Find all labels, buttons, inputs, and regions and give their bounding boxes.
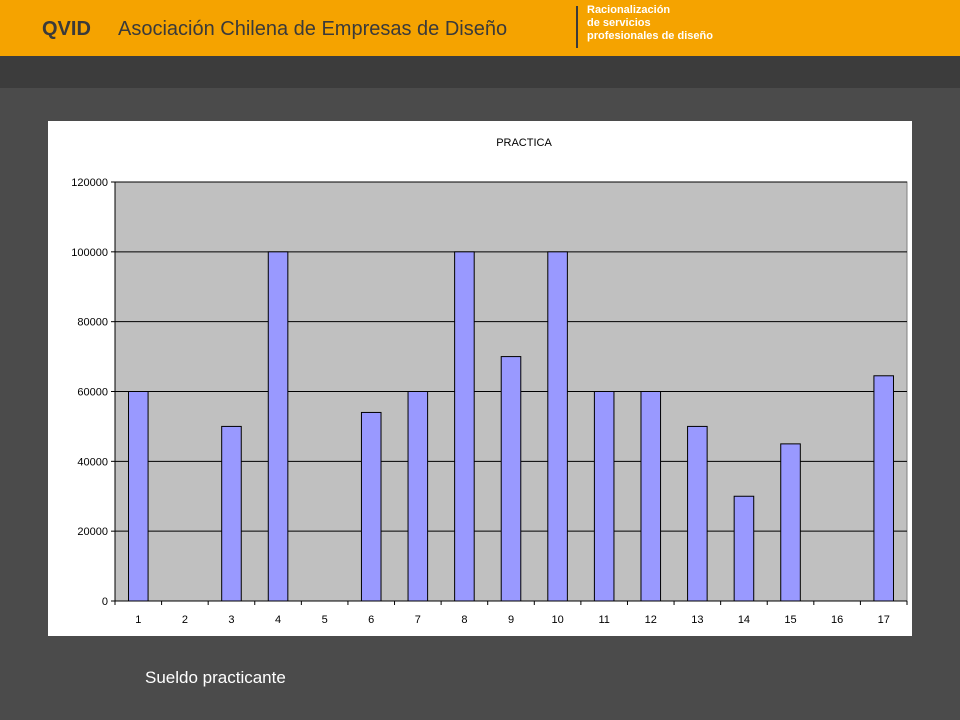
header-bar: QVID Asociación Chilena de Empresas de D… [0,0,960,56]
bar [640,391,662,602]
x-tick-label: 12 [645,614,657,626]
y-tick-label: 20000 [77,526,108,538]
bar [873,375,894,602]
header-dark-band [0,56,960,88]
y-tick-label: 100000 [71,247,108,259]
chart-container: PRACTICA 0 20000 40000 60000 80000 100000 1200… [48,121,912,636]
slide-caption: Sueldo practicante [145,668,286,687]
bar-chart: PRACTICA 0 20000 40000 60000 80000 100000 1200… [71,137,908,626]
x-tick-label: 15 [784,614,796,626]
x-tick-label: 10 [551,614,563,626]
x-tick-label: 16 [831,614,843,626]
bar [360,411,382,602]
x-tick-label: 7 [415,614,421,626]
y-tick-label: 0 [102,596,108,608]
x-tick-label: 1 [135,614,141,626]
bar [221,425,242,602]
bar [593,391,615,602]
y-tick-label: 80000 [77,317,108,329]
y-tick-label: 120000 [71,177,108,189]
bar [733,495,755,602]
y-tick-label: 40000 [77,456,108,468]
x-tick-label: 17 [878,614,890,626]
bar [547,251,568,602]
tagline-line-2: de servicios [587,17,651,29]
bar [780,443,801,602]
header-tagline: Racionalización de servicios profesional… [587,4,713,43]
brand-logo-text: QVID [42,18,91,40]
chart-title: PRACTICA [496,137,552,149]
x-tick-label: 14 [738,614,750,626]
y-tick-label: 60000 [77,387,108,399]
header-divider [576,6,578,48]
organization-name: Asociación Chilena de Empresas de Diseño [118,18,508,40]
bar [454,251,475,602]
x-tick-label: 4 [275,614,281,626]
x-tick-label: 13 [691,614,703,626]
tagline-line-3: profesionales de diseño [587,30,713,42]
x-tick-label: 8 [461,614,467,626]
bar [128,391,149,602]
x-tick-label: 11 [598,614,609,626]
bar [267,251,289,602]
bar [407,391,429,602]
x-tick-label: 3 [228,614,234,626]
x-tick-label: 2 [182,614,188,626]
x-tick-label: 5 [322,614,328,626]
bar [500,356,522,602]
x-tick-label: 6 [368,614,374,626]
bar [687,425,708,602]
tagline-line-1: Racionalización [587,4,671,16]
x-tick-label: 9 [508,614,514,626]
